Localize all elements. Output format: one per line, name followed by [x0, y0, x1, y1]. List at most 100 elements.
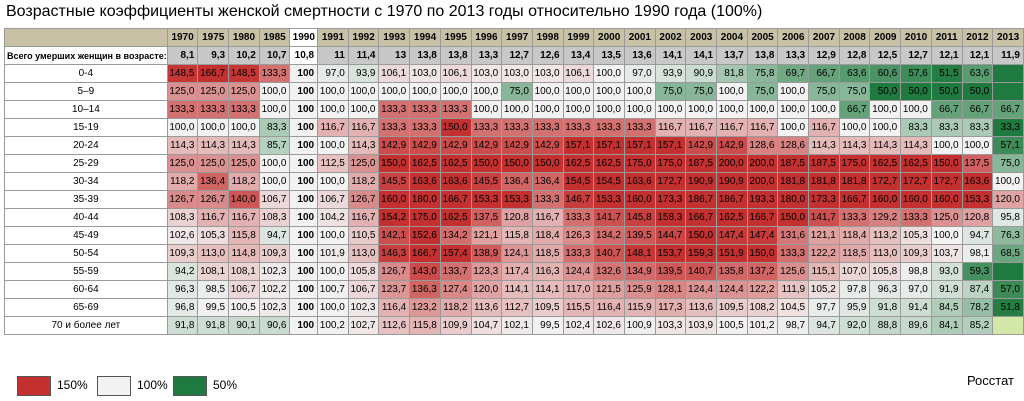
heat-cell: 157,1: [593, 136, 625, 155]
heat-cell: 115,1: [808, 262, 840, 281]
source-label: Росстат: [966, 373, 1014, 388]
heat-cell: 101,2: [746, 316, 779, 335]
heat-cell: 133,3: [623, 118, 656, 137]
heat-cell: 105,3: [900, 226, 932, 245]
heat-cell: 97,0: [317, 64, 349, 83]
heat-cell: 125,0: [166, 154, 199, 173]
heat-cell: 117,3: [654, 298, 687, 317]
heat-cell: 109,5: [531, 298, 564, 317]
heat-cell: 153,3: [501, 190, 533, 209]
heat-cell: 166,7: [685, 208, 718, 227]
heat-cell: 94,7: [961, 226, 994, 245]
heat-cell: 66,7: [961, 100, 994, 119]
heat-cell: 123,2: [409, 298, 441, 317]
heat-cell: 114,3: [808, 136, 840, 155]
heat-cell: 175,0: [654, 154, 687, 173]
heat-cell: 118,4: [531, 226, 564, 245]
heat-cell: 118,4: [838, 226, 871, 245]
year-label: 1992: [347, 28, 380, 47]
heat-cell: 142,9: [531, 136, 564, 155]
age-group-row: 25-29 125,0 125,0 125,0 100,0 100 112,5 125,0 15…: [4, 154, 1024, 173]
heat-cell: 100: [289, 226, 319, 245]
all-ages-value: 10,2: [228, 46, 260, 65]
age-group-label: 5–9: [4, 82, 168, 101]
heat-cell: 100: [289, 208, 319, 227]
heat-cell: 100,0: [347, 100, 380, 119]
heat-cell: 133,3: [562, 244, 595, 263]
year-label: 2004: [716, 28, 748, 47]
heat-cell: 163,6: [439, 172, 472, 191]
heat-cell: 114,3: [228, 136, 260, 155]
heat-cell: 90,1: [228, 316, 260, 335]
heat-cell: 116,7: [317, 118, 349, 137]
heat-cell: 100: [289, 316, 319, 335]
heat-cell: 68,5: [992, 244, 1024, 263]
heat-cell: 125,6: [777, 262, 810, 281]
all-ages-value: 12,8: [838, 46, 871, 65]
heat-cell: 172,7: [930, 172, 963, 191]
age-group-label: 20-24: [4, 136, 168, 155]
heat-cell: 100,0: [685, 100, 718, 119]
year-label: 2005: [746, 28, 779, 47]
heat-cell: 116,3: [531, 262, 564, 281]
heat-cell: 94,2: [166, 262, 199, 281]
heat-cell: 100,0: [716, 82, 748, 101]
heat-cell: 128,1: [654, 280, 687, 299]
heat-cell: 97,0: [900, 280, 932, 299]
heat-cell: 105,8: [869, 262, 902, 281]
heat-cell: 85,2: [961, 316, 994, 335]
heat-cell: 118,2: [439, 298, 472, 317]
heat-cell: 81,8: [716, 64, 748, 83]
all-ages-value: 12,1: [930, 46, 963, 65]
heat-cell: 99,5: [531, 316, 564, 335]
heat-cell: 103,9: [685, 316, 718, 335]
all-ages-value: 13,5: [593, 46, 625, 65]
all-ages-label: Всего умерших женщин в возрасте:: [4, 46, 168, 65]
heat-cell: 97,7: [808, 298, 840, 317]
heat-cell: 133,3: [900, 208, 932, 227]
heat-cell: 200,0: [716, 154, 748, 173]
heat-cell: 63,6: [961, 64, 994, 83]
heat-cell: 133,3: [409, 100, 441, 119]
all-ages-value: 14,1: [685, 46, 718, 65]
heat-cell: 116,7: [746, 118, 779, 137]
heat-cell: 153,3: [470, 190, 503, 209]
heat-cell: 91,9: [930, 280, 963, 299]
heat-cell: 100,0: [930, 226, 963, 245]
heat-cell: 110,5: [347, 226, 380, 245]
heat-cell: 120,8: [961, 208, 994, 227]
heat-cell: 187,5: [777, 154, 810, 173]
heat-cell: 103,7: [930, 244, 963, 263]
heat-cell: 83,3: [258, 118, 291, 137]
header-corner: [4, 28, 168, 47]
heat-cell: 125,0: [347, 154, 380, 173]
heat-cell: 66,7: [930, 100, 963, 119]
year-label: 2001: [623, 28, 656, 47]
heat-cell: 150,0: [930, 154, 963, 173]
heat-cell: 150,0: [439, 118, 472, 137]
heat-cell: 92,0: [838, 316, 871, 335]
heat-cell: 100,0: [501, 100, 533, 119]
heat-cell: 133,3: [562, 118, 595, 137]
heat-cell: 112,7: [501, 298, 533, 317]
heat-cell: 93,9: [654, 64, 687, 83]
all-ages-value: 11,9: [992, 46, 1024, 65]
heat-cell: 132,6: [593, 262, 625, 281]
heat-cell: 105,2: [808, 280, 840, 299]
all-ages-value: 13: [378, 46, 411, 65]
heat-cell: 100,0: [593, 100, 625, 119]
heat-cell: 125,0: [166, 82, 199, 101]
heat-cell: 172,7: [869, 172, 902, 191]
heat-cell: 100,0: [777, 100, 810, 119]
heat-cell: 137,5: [961, 154, 994, 173]
heat-cell: [992, 64, 1024, 83]
heat-cell: 100,0: [992, 172, 1024, 191]
heat-cell: 114,1: [501, 280, 533, 299]
heat-cell: 133,3: [531, 190, 564, 209]
all-ages-value: 11: [317, 46, 349, 65]
heat-cell: 100,5: [228, 298, 260, 317]
legend-swatch-mid: [97, 376, 131, 396]
heat-cell: 140,7: [685, 262, 718, 281]
heat-cell: 57,0: [992, 280, 1024, 299]
heat-cell: 115,9: [623, 298, 656, 317]
